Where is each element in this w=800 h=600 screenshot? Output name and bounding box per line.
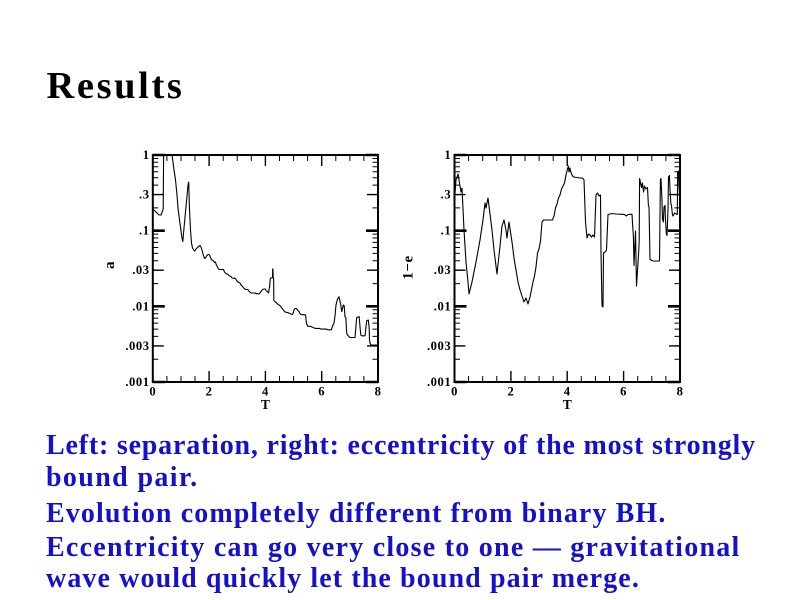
- svg-text:.01: .01: [132, 299, 149, 313]
- svg-text:1−e: 1−e: [400, 255, 416, 279]
- svg-text:6: 6: [620, 385, 627, 399]
- svg-text:.03: .03: [434, 263, 451, 277]
- svg-text:.003: .003: [125, 339, 149, 353]
- svg-text:6: 6: [318, 385, 325, 399]
- svg-text:.001: .001: [125, 375, 149, 389]
- svg-text:8: 8: [677, 385, 684, 399]
- svg-text:.003: .003: [427, 339, 451, 353]
- svg-text:a: a: [102, 261, 118, 269]
- svg-text:T: T: [563, 397, 572, 412]
- svg-text:1: 1: [444, 148, 451, 162]
- svg-text:.1: .1: [139, 224, 150, 238]
- svg-text:T: T: [261, 397, 270, 412]
- svg-text:0: 0: [451, 385, 458, 399]
- svg-text:.3: .3: [441, 188, 452, 202]
- svg-text:4: 4: [564, 385, 571, 399]
- svg-text:.01: .01: [434, 299, 451, 313]
- svg-text:.1: .1: [441, 224, 452, 238]
- svg-text:1: 1: [143, 148, 150, 162]
- svg-text:0: 0: [149, 385, 156, 399]
- svg-text:2: 2: [206, 385, 213, 399]
- svg-text:.001: .001: [427, 375, 451, 389]
- svg-text:2: 2: [507, 385, 514, 399]
- svg-text:.03: .03: [132, 263, 149, 277]
- svg-text:.3: .3: [139, 188, 150, 202]
- svg-text:4: 4: [262, 385, 269, 399]
- svg-text:8: 8: [375, 385, 382, 399]
